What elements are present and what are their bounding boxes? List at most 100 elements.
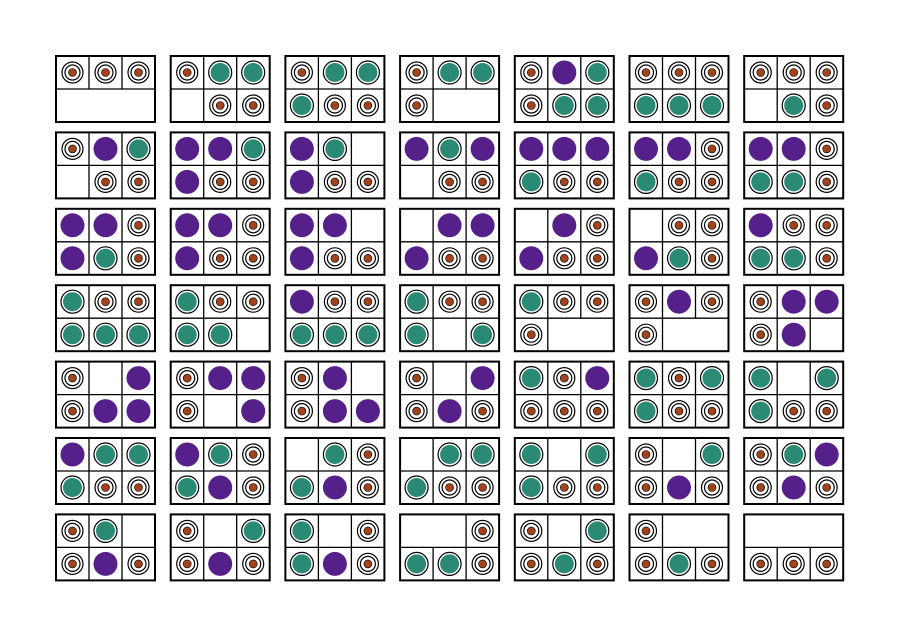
purple-disc — [585, 136, 610, 161]
purple-disc — [404, 246, 429, 271]
target-dot — [707, 559, 717, 569]
target-dot — [641, 330, 651, 340]
purple-disc — [667, 289, 691, 314]
tile — [743, 55, 845, 123]
target-dot — [248, 253, 258, 263]
tile — [513, 360, 615, 429]
target-dot — [297, 68, 307, 77]
target-dot — [559, 406, 569, 416]
purple-disc — [175, 169, 200, 194]
target-dot — [68, 559, 77, 569]
target-dot — [478, 177, 487, 187]
green-disc — [63, 292, 82, 312]
purple-disc — [634, 246, 658, 271]
target-dot — [330, 177, 340, 187]
target-dot — [822, 406, 832, 416]
target-dot — [707, 221, 717, 230]
green-disc — [358, 63, 378, 82]
green-disc — [784, 445, 804, 464]
purple-disc — [126, 399, 151, 424]
purple-disc — [519, 246, 544, 271]
target-dot — [330, 101, 340, 110]
tile — [284, 131, 386, 200]
target-dot — [707, 144, 717, 154]
target-dot — [559, 297, 569, 307]
green-disc — [210, 445, 230, 464]
target-dot — [526, 101, 536, 110]
green-disc — [96, 248, 115, 268]
target-dot — [822, 101, 832, 110]
target-dot — [756, 483, 766, 492]
green-disc — [784, 96, 804, 115]
tile — [55, 437, 156, 505]
green-disc — [177, 478, 197, 497]
target-dot — [822, 253, 832, 263]
tile — [169, 207, 271, 276]
green-disc — [587, 63, 607, 82]
target-dot — [559, 253, 569, 263]
tile — [399, 207, 501, 276]
target-dot — [134, 253, 143, 263]
purple-disc — [322, 366, 347, 391]
purple-disc — [208, 366, 233, 391]
tile — [513, 207, 615, 276]
tile — [284, 360, 386, 429]
target-dot — [68, 373, 77, 383]
target-dot — [182, 68, 192, 77]
target-dot — [641, 559, 651, 569]
target-dot — [68, 406, 77, 416]
green-disc — [292, 478, 312, 497]
tile — [55, 284, 156, 353]
target-dot — [674, 406, 684, 416]
tile — [628, 131, 730, 200]
tile — [169, 437, 271, 505]
target-dot — [363, 297, 373, 307]
purple-disc — [126, 366, 151, 391]
purple-disc — [814, 442, 839, 467]
target-dot — [101, 177, 110, 187]
green-disc — [521, 368, 541, 388]
target-dot — [215, 177, 225, 187]
target-dot — [412, 68, 421, 77]
target-dot — [559, 177, 569, 187]
purple-disc — [208, 213, 233, 238]
target-dot — [248, 101, 258, 110]
target-dot — [182, 373, 192, 383]
green-disc — [243, 139, 263, 159]
tile — [169, 513, 271, 582]
purple-disc — [289, 213, 314, 238]
target-dot — [215, 297, 225, 307]
purple-disc — [60, 213, 85, 238]
green-disc — [473, 63, 493, 82]
target-dot — [134, 559, 143, 569]
purple-disc — [175, 213, 200, 238]
target-dot — [68, 68, 77, 77]
purple-disc — [667, 136, 691, 161]
green-disc — [129, 139, 148, 159]
target-dot — [215, 101, 225, 110]
target-dot — [182, 406, 192, 416]
target-dot — [134, 297, 143, 307]
target-dot — [789, 406, 799, 416]
green-disc — [521, 172, 541, 192]
target-dot — [707, 177, 717, 187]
target-dot — [756, 297, 766, 307]
purple-disc — [208, 136, 233, 161]
green-disc — [587, 521, 607, 541]
target-dot — [789, 559, 799, 569]
target-dot — [182, 526, 192, 536]
purple-disc — [781, 289, 806, 314]
green-disc — [636, 368, 656, 388]
target-dot — [248, 221, 258, 230]
tile — [513, 437, 615, 505]
purple-disc — [175, 246, 200, 271]
purple-disc — [748, 213, 773, 238]
target-dot — [248, 483, 258, 492]
tile — [628, 284, 730, 353]
purple-disc — [322, 475, 347, 500]
purple-disc — [175, 442, 200, 467]
green-disc — [129, 325, 148, 345]
green-disc — [96, 521, 115, 541]
target-dot — [330, 253, 340, 263]
green-disc — [325, 445, 345, 464]
